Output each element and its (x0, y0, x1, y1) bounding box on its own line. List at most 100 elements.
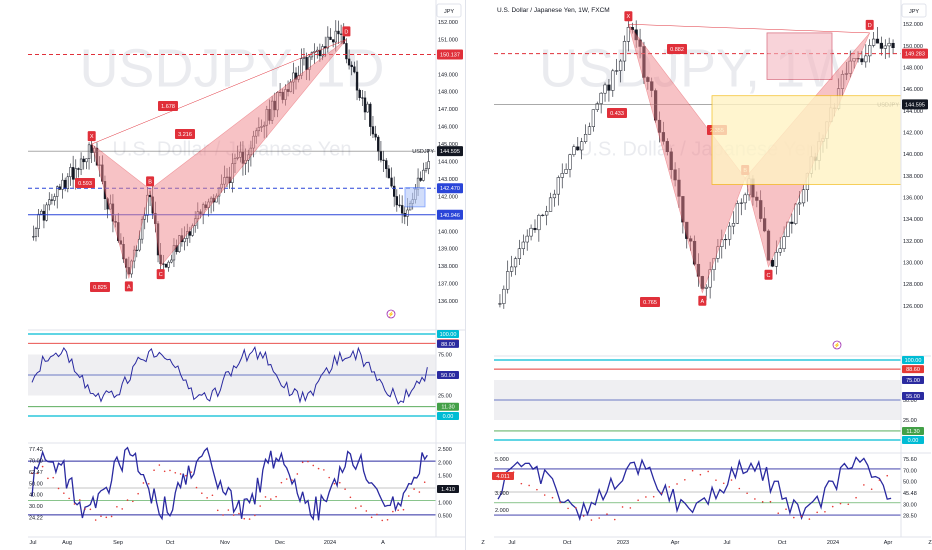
candle (85, 158, 88, 163)
y-tick-label: 144.000 (903, 109, 923, 115)
osc-dot (153, 469, 155, 472)
osc-dot (418, 491, 421, 493)
osc-dot (47, 477, 49, 480)
candle (53, 196, 56, 201)
candle (79, 158, 83, 170)
osc-dot (52, 476, 55, 479)
pattern-point-bg (342, 26, 351, 37)
pattern-point-bg (87, 131, 96, 142)
osc-dot (785, 508, 787, 511)
osc-dot (344, 488, 346, 490)
y-tick-label: 137.000 (438, 282, 458, 288)
osc-dot (870, 488, 873, 491)
osc-left-label: 77.42 (29, 447, 43, 453)
pattern-point-bg (764, 269, 773, 280)
candle (875, 38, 880, 44)
candle (533, 227, 537, 231)
ratio-label: 0.593 (78, 181, 92, 187)
x-tick-label: Nov (220, 540, 230, 546)
candle (355, 71, 359, 91)
osc-dot (301, 461, 304, 464)
alert-lightning-icon[interactable] (386, 309, 396, 319)
osc-dot (652, 495, 655, 498)
lightning-glyph: ⚡ (388, 311, 395, 318)
chart-header-title: U.S. Dollar / Japanese Yen, 1W, FXCM (497, 7, 610, 14)
candle (545, 211, 549, 216)
ratio-label-bg (640, 297, 660, 307)
rsi-axis-badge (902, 392, 924, 400)
osc-right-label: 2.500 (438, 447, 452, 453)
candle (50, 199, 54, 201)
pattern-point-d: D (868, 23, 872, 29)
osc-dot (613, 518, 616, 521)
pattern-point-bg (124, 281, 133, 292)
daily-chart[interactable]: 152.000151.000150.000149.000148.000147.0… (28, 0, 466, 546)
osc-right-label: 45.48 (903, 491, 917, 497)
currency-label: JPY (909, 9, 919, 15)
candle (879, 42, 883, 49)
candle (63, 179, 67, 189)
candle (521, 241, 525, 250)
level-price-label-bg (902, 48, 928, 59)
rsi-axis-badge (902, 376, 924, 384)
osc-dot (238, 512, 240, 515)
candle (727, 225, 732, 240)
osc-dot (264, 496, 267, 498)
osc-dot (800, 515, 803, 518)
osc-dot (354, 507, 357, 509)
rsi-axis-label: 100.00 (440, 332, 457, 338)
candle (318, 49, 322, 57)
candle (801, 189, 806, 204)
candle (868, 45, 872, 57)
osc-dot (142, 482, 145, 484)
weekly-chart[interactable]: 152.000 150.000 148.000 146.000 144.000 142.0… (481, 0, 932, 546)
ratio-label: 1.678 (161, 104, 175, 110)
candle (739, 202, 743, 204)
osc-dot (543, 494, 546, 496)
candle (61, 179, 64, 190)
candle (363, 97, 367, 113)
candle (143, 215, 146, 220)
candle (170, 259, 173, 263)
ratio-label-bg (90, 282, 110, 292)
candle (331, 39, 335, 43)
x-tick-label: Jul (29, 540, 36, 546)
pattern-point-bg (624, 11, 633, 22)
osc-dot (754, 498, 756, 500)
candle (350, 64, 353, 68)
y-tick-label: 126.000 (903, 304, 923, 310)
y-tick-label: 150.000 (903, 44, 923, 50)
osc-dot (126, 499, 129, 501)
pattern-point-x: X (90, 134, 94, 140)
osc-left-label: 4.011 (496, 474, 509, 480)
osc-dot (291, 479, 293, 481)
osc-dot (36, 472, 39, 475)
osc-left-label: 50.00 (29, 481, 43, 487)
y-tick-label: 132.000 (903, 239, 923, 245)
currency-box[interactable] (436, 3, 462, 18)
y-tick-label: 130.000 (903, 260, 923, 266)
osc-dot (831, 505, 834, 508)
y-tick-label: 144.000 (438, 160, 458, 166)
osc-dot (684, 478, 686, 481)
candle (382, 159, 385, 161)
currency-box[interactable] (901, 3, 927, 18)
osc-left-badge (492, 472, 514, 480)
osc-dot (365, 510, 368, 512)
osc-dot (567, 507, 569, 510)
osc-right-label: 28.50 (903, 514, 917, 520)
pattern-xab (91, 143, 151, 279)
candle (864, 55, 868, 63)
alert-lightning-icon[interactable] (832, 340, 842, 350)
osc-dot (280, 481, 283, 484)
candle (424, 168, 428, 171)
candle (347, 58, 351, 66)
candle (498, 303, 502, 305)
candle (337, 30, 340, 35)
symbol-tag: USDJPY (412, 149, 434, 155)
candle (135, 249, 138, 251)
y-tick-label: 136.000 (903, 195, 923, 201)
osc-dot (808, 518, 811, 520)
pattern-xd (628, 23, 870, 34)
osc-dot (769, 500, 772, 503)
